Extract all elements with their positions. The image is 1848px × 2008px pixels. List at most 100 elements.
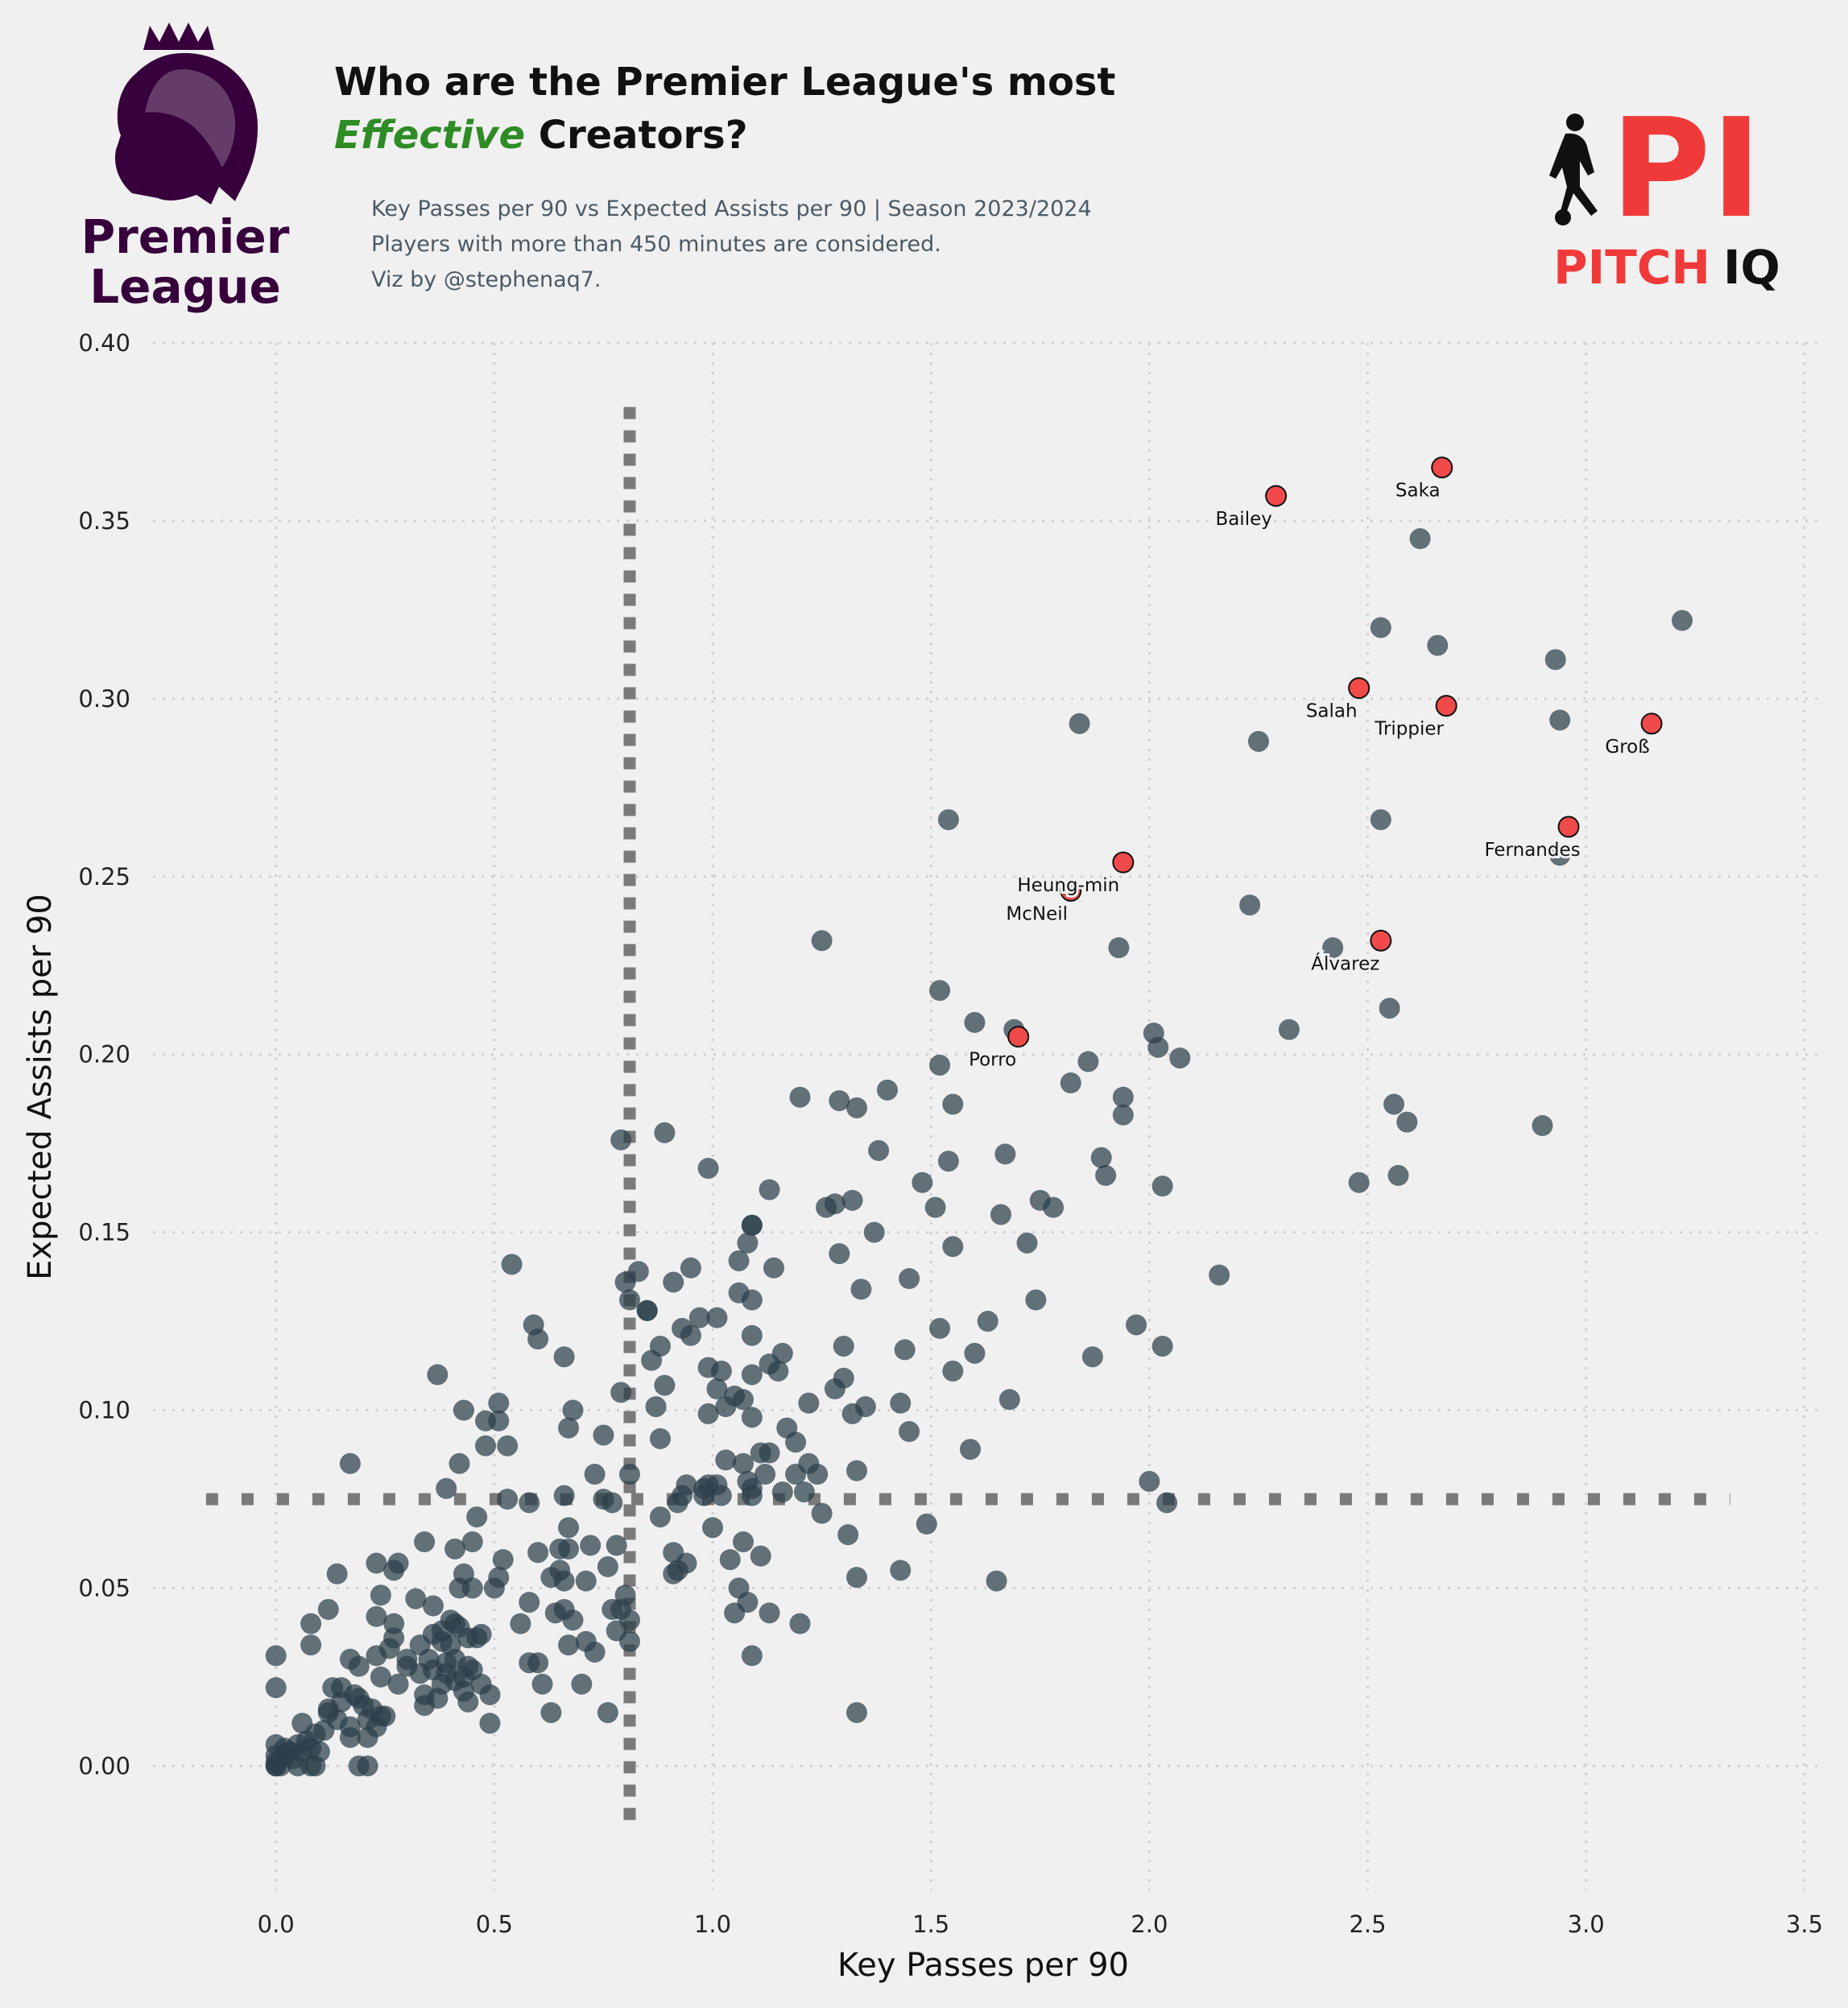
- data-point: [274, 1737, 296, 1759]
- data-point: [1151, 1175, 1173, 1197]
- data-point: [741, 1407, 763, 1428]
- data-point: [510, 1613, 531, 1634]
- data-point: [339, 1452, 361, 1474]
- data-point: [444, 1648, 466, 1670]
- data-point: [763, 1257, 784, 1279]
- data-point: [374, 1705, 396, 1727]
- data-point: [610, 1382, 632, 1403]
- highlight-point: [1060, 879, 1082, 902]
- data-point: [899, 1421, 920, 1443]
- data-point: [715, 1449, 737, 1471]
- data-point: [396, 1655, 418, 1677]
- data-point: [584, 1464, 606, 1485]
- data-point: [618, 1630, 640, 1652]
- data-point: [1077, 1051, 1099, 1072]
- premier-league-logo: Premier League: [81, 23, 290, 314]
- data-point: [488, 1392, 510, 1414]
- data-point: [890, 1392, 912, 1414]
- data-point: [737, 1232, 759, 1254]
- data-point: [357, 1727, 378, 1749]
- premier-league-logo-line2: League: [89, 259, 281, 314]
- data-point: [453, 1399, 474, 1421]
- data-point: [1322, 937, 1344, 959]
- data-point: [1549, 709, 1571, 731]
- data-point: [929, 1317, 951, 1339]
- data-point: [719, 1549, 741, 1571]
- data-point: [667, 1560, 688, 1581]
- pitch-iq-mark: PI: [1610, 89, 1762, 249]
- data-point: [811, 930, 833, 952]
- player-label: Groß: [1605, 737, 1649, 758]
- data-point: [724, 1602, 746, 1624]
- data-point: [1379, 998, 1400, 1019]
- data-point: [387, 1673, 409, 1695]
- pitch-iq-player-icon: [1549, 114, 1598, 225]
- subtitle-line1: Key Passes per 90 vs Expected Assists pe…: [371, 196, 1092, 221]
- data-point: [841, 1403, 863, 1424]
- highlight-point: [1348, 677, 1370, 700]
- data-point: [553, 1485, 575, 1506]
- player-label: Porro: [969, 1050, 1016, 1071]
- player-label: Trippier: [1374, 719, 1444, 740]
- data-point: [942, 1093, 964, 1115]
- x-tick-label: 3.5: [1786, 1911, 1823, 1938]
- data-point: [649, 1506, 671, 1528]
- highlight-point: [1435, 695, 1457, 717]
- data-point: [1016, 1232, 1038, 1254]
- data-point: [300, 1634, 322, 1656]
- data-point: [618, 1464, 640, 1485]
- data-point: [602, 1492, 623, 1514]
- grid: [153, 341, 1821, 1890]
- data-point: [641, 1349, 663, 1371]
- x-tick-label: 2.0: [1131, 1911, 1168, 1938]
- data-point: [960, 1439, 982, 1461]
- data-point: [846, 1460, 868, 1481]
- data-point: [702, 1517, 724, 1539]
- data-point: [383, 1560, 405, 1581]
- data-point: [1069, 713, 1090, 734]
- pitch-iq-word1: PITCH: [1553, 240, 1710, 295]
- y-tick-label: 0.25: [78, 863, 130, 890]
- data-point: [344, 1684, 366, 1705]
- data-point: [728, 1250, 750, 1271]
- data-point: [680, 1257, 701, 1279]
- y-tick-label: 0.35: [78, 507, 130, 535]
- data-point: [846, 1097, 868, 1118]
- data-point: [580, 1535, 602, 1556]
- chart-title-line1: Who are the Premier League's most: [334, 60, 1116, 105]
- highlight-point: [1431, 457, 1453, 479]
- data-point: [759, 1442, 780, 1464]
- data-point: [540, 1702, 562, 1724]
- data-point: [833, 1335, 854, 1357]
- player-label: McNeil: [1006, 903, 1068, 924]
- data-point: [986, 1570, 1007, 1592]
- data-point: [663, 1271, 684, 1293]
- data-point: [741, 1214, 763, 1236]
- data-point: [706, 1378, 728, 1400]
- data-point: [1112, 1104, 1134, 1126]
- data-point: [829, 1090, 850, 1112]
- data-point: [697, 1158, 719, 1180]
- highlighted-points: [1007, 457, 1663, 1048]
- data-point: [706, 1307, 728, 1328]
- data-point: [876, 1079, 898, 1101]
- data-point: [1081, 1346, 1103, 1368]
- data-point: [697, 1403, 719, 1424]
- data-point: [785, 1464, 807, 1485]
- data-point: [317, 1698, 339, 1720]
- data-point: [1090, 1147, 1112, 1168]
- data-point: [562, 1399, 584, 1421]
- premier-league-lion-icon: [114, 23, 258, 205]
- data-point: [418, 1648, 440, 1670]
- data-point: [414, 1531, 436, 1552]
- data-point: [614, 1271, 636, 1293]
- data-point: [449, 1577, 470, 1599]
- data-point: [785, 1432, 807, 1453]
- data-point: [618, 1289, 640, 1311]
- subtitle-line3: Viz by @stephenaq7.: [371, 267, 602, 292]
- data-point: [1278, 1018, 1300, 1040]
- data-point: [942, 1360, 964, 1382]
- player-label: Fernandes: [1484, 840, 1580, 861]
- data-point: [990, 1204, 1011, 1225]
